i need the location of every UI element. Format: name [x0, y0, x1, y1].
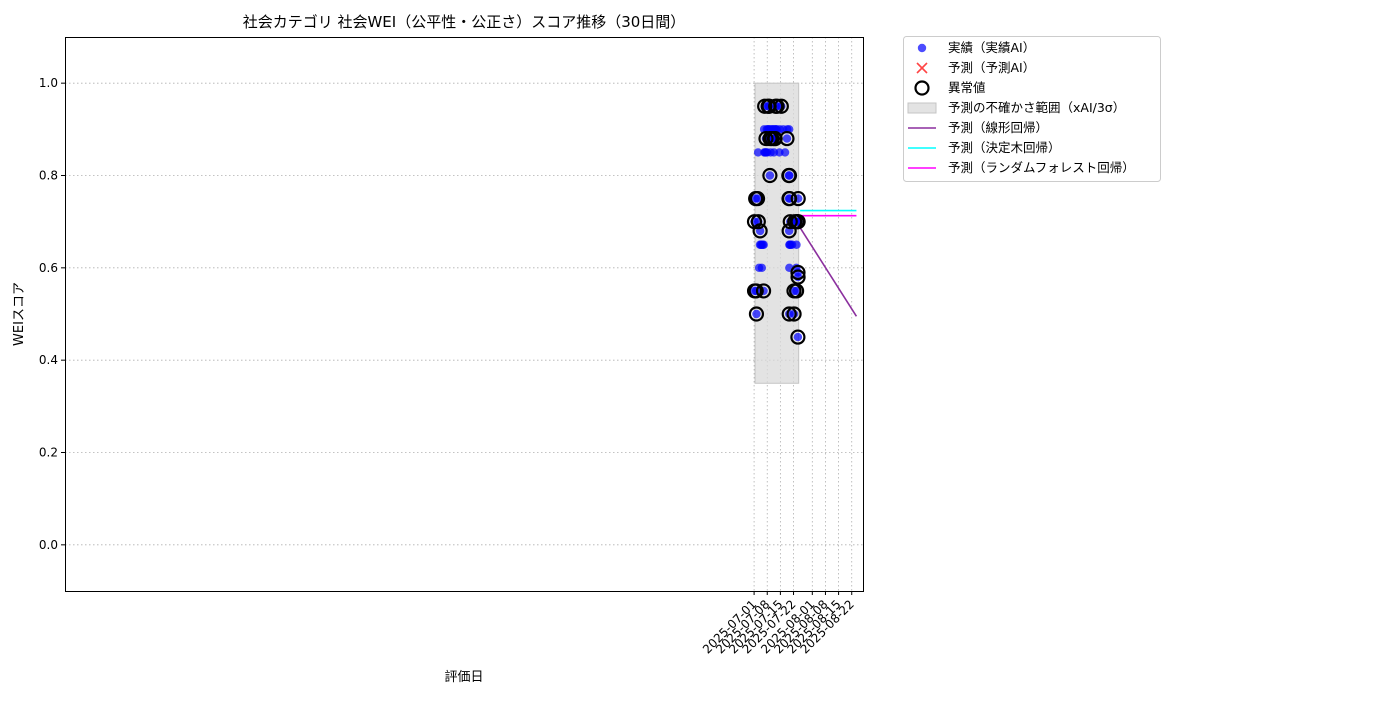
- legend-label: 予測（ランダムフォレスト回帰）: [948, 160, 1135, 175]
- outlier-ring: [750, 214, 766, 230]
- legend-marker-ring: [914, 80, 930, 96]
- actual-point: [785, 171, 794, 180]
- legend-item: 実績（実績AI）: [917, 40, 1035, 55]
- legend-label: 予測（線形回帰）: [948, 120, 1048, 135]
- outlier-ring: [767, 130, 783, 147]
- legend-label: 予測の不確かさ範囲（xAI/3σ）: [948, 100, 1125, 115]
- legend-frame: [903, 36, 1161, 182]
- legend-label: 異常値: [948, 80, 986, 95]
- legend-item: 予測（線形回帰）: [908, 120, 1048, 135]
- plot-frame: [65, 37, 864, 592]
- prediction-lines-layer: [799, 209, 858, 317]
- x-axis-ticks: 2025-07-012025-07-082025-07-152025-07-22…: [700, 591, 857, 656]
- outlier-ring: [790, 329, 806, 345]
- legend-label: 予測（決定木回帰）: [948, 140, 1061, 155]
- y-axis-ticks: 0.0 0.2 0.4 0.6 0.8 1.0: [39, 76, 65, 552]
- outlier-ring: [781, 167, 798, 184]
- outlier-rings-layer: [746, 98, 806, 345]
- y-tick-label: 1.0: [39, 76, 58, 90]
- legend-label: 予測（予測AI）: [948, 60, 1035, 75]
- legend-label: 実績（実績AI）: [948, 40, 1035, 55]
- legend-marker-x: [916, 62, 928, 74]
- outlier-ring: [748, 306, 765, 322]
- actual-point: [782, 134, 792, 143]
- chart-title: 社会カテゴリ 社会WEI（公平性・公正さ）スコア推移（30日間）: [243, 13, 686, 31]
- outlier-ring: [758, 130, 774, 147]
- actual-point: [780, 148, 790, 157]
- prediction-line: [799, 227, 858, 317]
- outlier-ring: [782, 190, 798, 207]
- legend-item: 予測の不確かさ範囲（xAI/3σ）: [907, 100, 1125, 115]
- y-tick-label: 0.4: [39, 353, 58, 367]
- actual-point: [793, 332, 803, 342]
- actual-point: [792, 240, 801, 249]
- y-tick-label: 0.8: [39, 169, 58, 183]
- actual-point: [753, 148, 763, 157]
- legend-item: 予測（決定木回帰）: [908, 140, 1061, 155]
- legend-marker-point: [917, 43, 927, 53]
- outlier-ring: [749, 190, 766, 207]
- actual-point: [753, 194, 762, 203]
- actual-point: [765, 171, 775, 180]
- outlier-ring: [748, 283, 764, 299]
- outlier-ring: [790, 264, 806, 281]
- outlier-ring: [773, 98, 789, 114]
- y-axis-label: WEIスコア: [12, 282, 27, 346]
- outlier-ring: [790, 190, 806, 207]
- y-tick-label: 0.0: [39, 538, 58, 552]
- legend-item: 異常値: [914, 80, 986, 96]
- outlier-ring: [782, 214, 798, 230]
- outlier-ring: [790, 269, 806, 285]
- outlier-ring: [786, 306, 802, 322]
- x-axis-label: 評価日: [444, 670, 483, 685]
- outlier-ring: [769, 98, 785, 114]
- outlier-ring: [790, 214, 806, 230]
- grid-lines: [65, 37, 863, 591]
- actual-point: [792, 286, 801, 296]
- outlier-ring: [755, 283, 772, 299]
- y-tick-label: 0.6: [39, 261, 58, 275]
- actual-point: [752, 309, 761, 319]
- legend-item: 予測（予測AI）: [916, 60, 1035, 75]
- outlier-ring: [762, 167, 778, 184]
- outlier-ring: [779, 130, 795, 147]
- y-tick-label: 0.2: [39, 446, 58, 460]
- legend-item: 予測（ランダムフォレスト回帰）: [908, 160, 1135, 175]
- actual-point: [759, 240, 768, 249]
- outlier-ring: [781, 306, 797, 322]
- legend-marker-band: [907, 102, 937, 114]
- outlier-ring: [752, 223, 768, 239]
- actual-point: [757, 263, 767, 273]
